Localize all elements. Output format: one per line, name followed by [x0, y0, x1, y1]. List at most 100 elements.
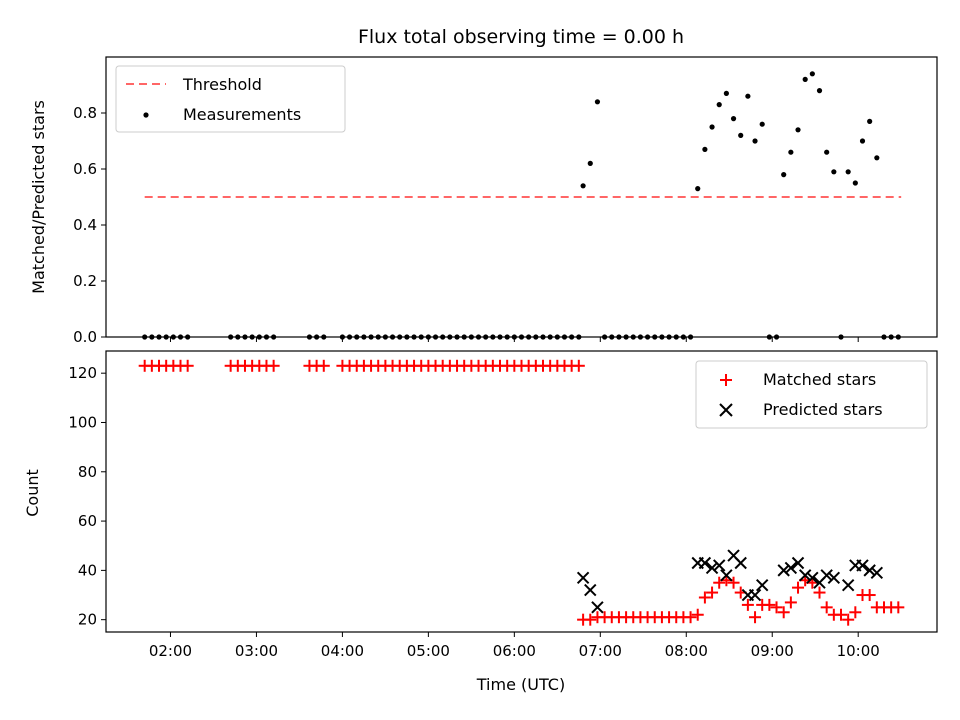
- matched-star-point: [777, 606, 790, 619]
- bottom-y-tick-label: 20: [78, 611, 97, 629]
- legend-measurement-label: Measurements: [183, 105, 301, 124]
- measurement-point: [454, 334, 460, 340]
- legend-matched-swatch: [720, 374, 732, 386]
- matched-star-point: [741, 598, 754, 611]
- measurement-point: [795, 127, 801, 133]
- measurement-point: [652, 334, 658, 340]
- legend-predicted-swatch: [719, 403, 733, 417]
- measurement-point: [547, 334, 553, 340]
- measurement-point: [576, 334, 582, 340]
- measurement-point: [644, 334, 651, 340]
- bottom-y-tick-label: 40: [78, 561, 97, 579]
- measurement-point: [432, 334, 439, 340]
- x-tick-label: 08:00: [665, 642, 708, 660]
- measurement-point: [781, 172, 787, 178]
- measurement-point: [163, 334, 169, 340]
- measurement-point: [809, 71, 815, 77]
- legend-threshold-label: Threshold: [182, 75, 262, 94]
- top-y-tick-label: 0.4: [73, 216, 97, 234]
- matched-star-point: [770, 601, 783, 614]
- bottom-y-tick-label: 100: [68, 413, 97, 431]
- measurement-point: [249, 334, 255, 340]
- measurement-point: [723, 90, 729, 96]
- measurement-point: [630, 334, 636, 340]
- measurement-point: [504, 334, 510, 340]
- measurement-point: [461, 334, 467, 340]
- measurement-point: [156, 334, 162, 340]
- top-panel: 0.00.20.40.60.8 Matched/Predicted stars …: [29, 56, 938, 346]
- measurement-point: [242, 334, 248, 340]
- measurement-point: [425, 334, 431, 340]
- measurement-point: [867, 118, 873, 124]
- measurement-point: [228, 334, 234, 340]
- measurement-point: [235, 334, 241, 340]
- measurement-point: [170, 334, 176, 340]
- measurement-points: [142, 71, 901, 340]
- measurement-point: [852, 180, 858, 186]
- predicted-star-point: [591, 601, 604, 614]
- measurement-point: [637, 334, 644, 340]
- measurement-point: [475, 334, 482, 340]
- measurement-point: [881, 334, 887, 340]
- measurement-point: [526, 334, 532, 340]
- matched-star-point: [317, 359, 330, 372]
- x-tick-label: 10:00: [837, 642, 880, 660]
- measurement-point: [149, 334, 155, 340]
- matched-star-point: [792, 581, 805, 594]
- bottom-legend: Matched stars Predicted stars: [695, 360, 928, 429]
- measurement-point: [361, 334, 367, 340]
- measurement-point: [490, 334, 496, 340]
- x-tick-label: 04:00: [321, 642, 364, 660]
- measurement-point: [368, 334, 374, 340]
- top-y-tick-label: 0.8: [73, 104, 97, 122]
- matched-star-point: [835, 608, 848, 621]
- measurement-point: [816, 88, 823, 94]
- measurement-point: [895, 334, 901, 340]
- top-y-axis-label: Matched/Predicted stars: [29, 100, 48, 294]
- matched-star-point: [684, 611, 697, 624]
- measurement-point: [382, 334, 388, 340]
- predicted-star-point: [713, 559, 726, 572]
- predicted-star-point: [777, 564, 790, 577]
- measurement-point: [314, 334, 320, 340]
- measurement-point: [389, 334, 396, 340]
- predicted-star-point: [870, 566, 884, 580]
- bottom-y-tick-label: 80: [78, 463, 97, 481]
- bottom-plot-frame: [105, 350, 938, 633]
- measurement-point: [511, 334, 517, 340]
- top-y-tick-label: 0.2: [73, 272, 97, 290]
- bottom-x-axis: 02:00 03:00 04:00 05:00 06:00 07:00 08:00 09:00…: [149, 632, 880, 660]
- matched-star-point: [863, 589, 876, 602]
- predicted-star-point: [584, 583, 597, 597]
- matched-star-point: [763, 598, 776, 611]
- measurement-point: [680, 334, 687, 340]
- matched-star-point: [842, 613, 855, 626]
- bottom-y-axis-label: Count: [23, 469, 42, 517]
- measurement-point: [468, 334, 474, 340]
- matched-star-point: [706, 586, 719, 599]
- measurement-point: [602, 334, 608, 340]
- measurement-point: [666, 334, 672, 340]
- matched-star-point: [713, 576, 726, 589]
- predicted-star-point: [841, 578, 855, 592]
- measurement-point: [587, 160, 593, 166]
- measurement-point: [518, 334, 525, 340]
- measurement-point: [561, 334, 568, 340]
- measurement-point: [673, 334, 679, 340]
- bottom-y-tick-label: 120: [68, 364, 97, 382]
- bottom-legend-box: [695, 360, 928, 429]
- measurement-point: [321, 334, 327, 340]
- measurement-point: [411, 334, 417, 340]
- measurement-point: [874, 155, 880, 161]
- measurement-point: [533, 334, 539, 340]
- predicted-star-point: [798, 569, 812, 582]
- legend-matched-label: Matched stars: [763, 370, 876, 389]
- predicted-star-point: [806, 571, 819, 584]
- measurement-point: [824, 149, 830, 155]
- top-legend: Threshold Measurements: [115, 65, 346, 133]
- measurement-point: [609, 334, 615, 340]
- matched-star-point: [691, 608, 704, 621]
- measurement-point: [142, 334, 148, 340]
- matched-star-point: [181, 359, 194, 372]
- measurement-point: [759, 121, 765, 127]
